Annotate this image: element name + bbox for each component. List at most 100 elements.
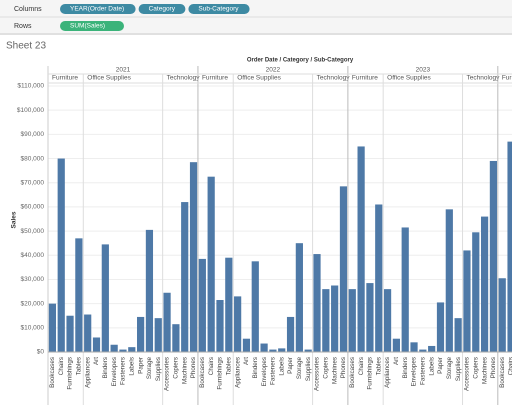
bar: [410, 342, 418, 352]
y-tick-label: $40,000: [21, 252, 45, 259]
bar: [454, 318, 462, 352]
bar: [339, 186, 348, 352]
x-tick-label: Chairs: [508, 357, 512, 375]
pill-label[interactable]: Category: [149, 6, 176, 13]
x-tick-label: Binders: [252, 357, 259, 378]
x-tick-label: Machines: [331, 357, 338, 384]
x-tick-label: Phones: [490, 357, 497, 378]
y-tick-label: $20,000: [21, 300, 45, 307]
x-tick-label: Appliances: [84, 357, 91, 388]
x-tick-label: Envelopes: [261, 357, 268, 386]
bar: [57, 158, 65, 352]
rows-label: Rows: [14, 23, 32, 30]
bar: [472, 232, 480, 352]
bar: [375, 204, 383, 352]
x-tick-label: Storage: [446, 357, 453, 380]
bar: [137, 316, 145, 352]
bar: [172, 324, 180, 352]
bar: [189, 162, 198, 352]
x-tick-label: Fasteners: [120, 357, 127, 385]
x-tick-label: Envelopes: [111, 357, 118, 386]
x-tick-label: Paper: [287, 357, 294, 374]
x-tick-label: Tables: [76, 357, 83, 375]
y-tick-label: $80,000: [21, 155, 45, 162]
bar: [507, 141, 512, 352]
x-tick-label: Tables: [225, 357, 232, 375]
x-tick-label: Machines: [181, 357, 188, 384]
x-tick-label: Supplies: [155, 357, 162, 381]
x-tick-label: Furnishings: [367, 357, 374, 390]
y-tick-label: $60,000: [21, 204, 45, 211]
bar: [92, 337, 101, 352]
x-tick-label: Phones: [340, 357, 347, 378]
bar: [357, 146, 365, 352]
bar: [480, 216, 489, 352]
x-tick-label: Supplies: [305, 357, 312, 381]
bar: [75, 238, 83, 352]
x-tick-label: Paper: [137, 357, 144, 374]
category-label: Office Supplies: [237, 75, 281, 82]
bar: [428, 345, 436, 352]
pill[interactable]: [60, 4, 136, 14]
pill-label[interactable]: SUM(Sales): [70, 23, 105, 30]
x-tick-label: Accessories: [314, 357, 321, 391]
bar: [489, 160, 498, 352]
header: Order Date / Category / Sub-Category: [247, 58, 354, 64]
x-tick-label: Art: [93, 357, 100, 365]
bar: [101, 244, 109, 352]
category-label: Technology: [467, 75, 501, 82]
x-tick-label: Bookcases: [349, 357, 356, 388]
x-tick-label: Machines: [481, 357, 488, 384]
bar: [48, 303, 57, 352]
bar: [216, 300, 224, 352]
category-label: Technology: [317, 75, 351, 82]
x-tick-label: Supplies: [455, 357, 462, 381]
bar: [154, 318, 162, 352]
x-tick-label: Binders: [102, 357, 109, 378]
year-label: 2023: [416, 67, 431, 74]
x-tick-label: Art: [393, 357, 400, 365]
x-tick-label: Storage: [296, 357, 303, 380]
bar: [436, 302, 445, 352]
sheet-title: Sheet 23: [6, 41, 46, 52]
bar: [207, 176, 215, 352]
year-label: 2022: [266, 67, 281, 74]
bar: [110, 344, 118, 352]
bar: [225, 257, 233, 352]
x-tick-label: Bookcases: [199, 357, 206, 388]
x-tick-label: Binders: [402, 357, 409, 378]
x-tick-label: Art: [243, 357, 250, 365]
bar: [234, 296, 242, 352]
y-tick-label: $100,000: [17, 107, 44, 114]
x-tick-label: Chairs: [58, 357, 65, 375]
bar: [145, 229, 154, 352]
bar: [251, 261, 259, 352]
chart: Order Date / Category / Sub-Category Sale…: [11, 58, 512, 405]
category-label: Furniture: [52, 75, 78, 82]
y-tick-label: $30,000: [21, 276, 45, 283]
x-tick-label: Phones: [190, 357, 197, 378]
pill-label[interactable]: Sub-Category: [198, 6, 239, 13]
bar: [269, 349, 277, 352]
y-tick-label: $10,000: [21, 325, 45, 332]
pill[interactable]: [138, 4, 186, 14]
pill-label[interactable]: YEAR(Order Date): [70, 6, 124, 13]
x-tick-label: Envelopes: [411, 357, 418, 386]
x-tick-label: Chairs: [208, 357, 215, 375]
category-label: Furniture: [202, 75, 228, 82]
pill[interactable]: [188, 4, 250, 14]
y-tick-label: $90,000: [21, 131, 45, 138]
bar: [419, 349, 427, 352]
x-tick-label: Labels: [278, 357, 285, 376]
x-tick-label: Fasteners: [420, 357, 427, 385]
bar: [383, 289, 392, 352]
x-tick-label: Copiers: [173, 357, 180, 379]
pill[interactable]: [60, 21, 124, 31]
bar: [498, 278, 506, 352]
x-tick-label: Accessories: [164, 357, 171, 391]
bar: [304, 349, 312, 352]
bar: [278, 348, 286, 352]
bar: [286, 316, 295, 352]
x-tick-label: Tables: [375, 357, 382, 375]
